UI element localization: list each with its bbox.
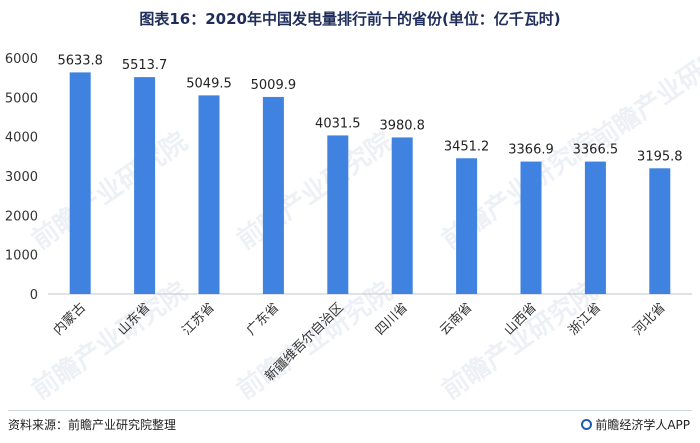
brand-logo-icon <box>581 419 593 430</box>
bar <box>649 168 671 294</box>
y-tick-label: 6000 <box>5 52 38 67</box>
y-tick-label: 5000 <box>5 91 38 106</box>
watermark-text: 前瞻产业研究院 <box>26 126 193 256</box>
data-label: 3195.8 <box>637 149 683 164</box>
bar <box>327 135 349 294</box>
data-label: 5049.5 <box>186 76 232 91</box>
bar <box>456 158 478 294</box>
x-tick-label: 云南省 <box>437 300 476 339</box>
bar <box>262 96 284 294</box>
data-label: 3366.5 <box>573 143 619 158</box>
bar-series <box>69 72 671 295</box>
brand-name: 前瞻经济学人APP <box>595 418 690 432</box>
chart-title: 图表16：2020年中国发电量排行前十的省份(单位：亿千瓦时) <box>139 10 561 28</box>
y-tick-label: 0 <box>30 288 38 303</box>
data-labels: 5633.8 5513.7 5049.5 5009.9 4031.5 3980.8 3451… <box>57 53 682 164</box>
data-label: 5633.8 <box>57 53 103 68</box>
data-label: 5009.9 <box>251 78 297 93</box>
watermark-text: 前瞻产业研究院 <box>231 126 398 256</box>
bar <box>69 72 91 294</box>
bar <box>584 161 606 294</box>
x-tick-label: 内蒙古 <box>50 300 89 339</box>
data-label: 5513.7 <box>122 58 168 73</box>
bar <box>198 95 220 295</box>
watermark-text: 前瞻产业研究院 <box>26 276 193 406</box>
source-note: 资料来源：前瞻产业研究院整理 <box>8 418 177 432</box>
watermark-text: 前瞻产业研究院 <box>436 276 603 406</box>
bar <box>134 77 156 294</box>
bar <box>391 137 413 294</box>
y-tick-label: 1000 <box>5 249 38 264</box>
y-axis: 0 1000 2000 3000 4000 5000 6000 <box>5 52 38 303</box>
y-tick-label: 2000 <box>5 209 38 224</box>
y-tick-label: 3000 <box>5 170 38 185</box>
footer-divider <box>8 410 692 411</box>
brand-credit: 前瞻经济学人APP <box>581 416 690 433</box>
data-label: 3366.9 <box>508 143 554 158</box>
data-label: 4031.5 <box>315 116 361 131</box>
x-tick-label: 河北省 <box>630 300 668 338</box>
watermark-text: 前瞻产业研究院 <box>586 26 700 156</box>
y-tick-label: 4000 <box>5 131 38 146</box>
x-tick-label: 广东省 <box>244 300 282 338</box>
data-label: 3980.8 <box>379 118 425 133</box>
data-label: 3451.2 <box>444 139 490 154</box>
bar <box>520 161 542 294</box>
